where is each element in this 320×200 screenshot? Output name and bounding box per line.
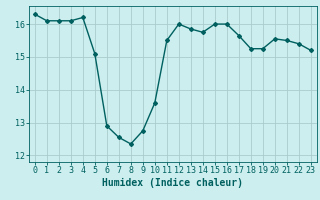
X-axis label: Humidex (Indice chaleur): Humidex (Indice chaleur) bbox=[102, 178, 243, 188]
